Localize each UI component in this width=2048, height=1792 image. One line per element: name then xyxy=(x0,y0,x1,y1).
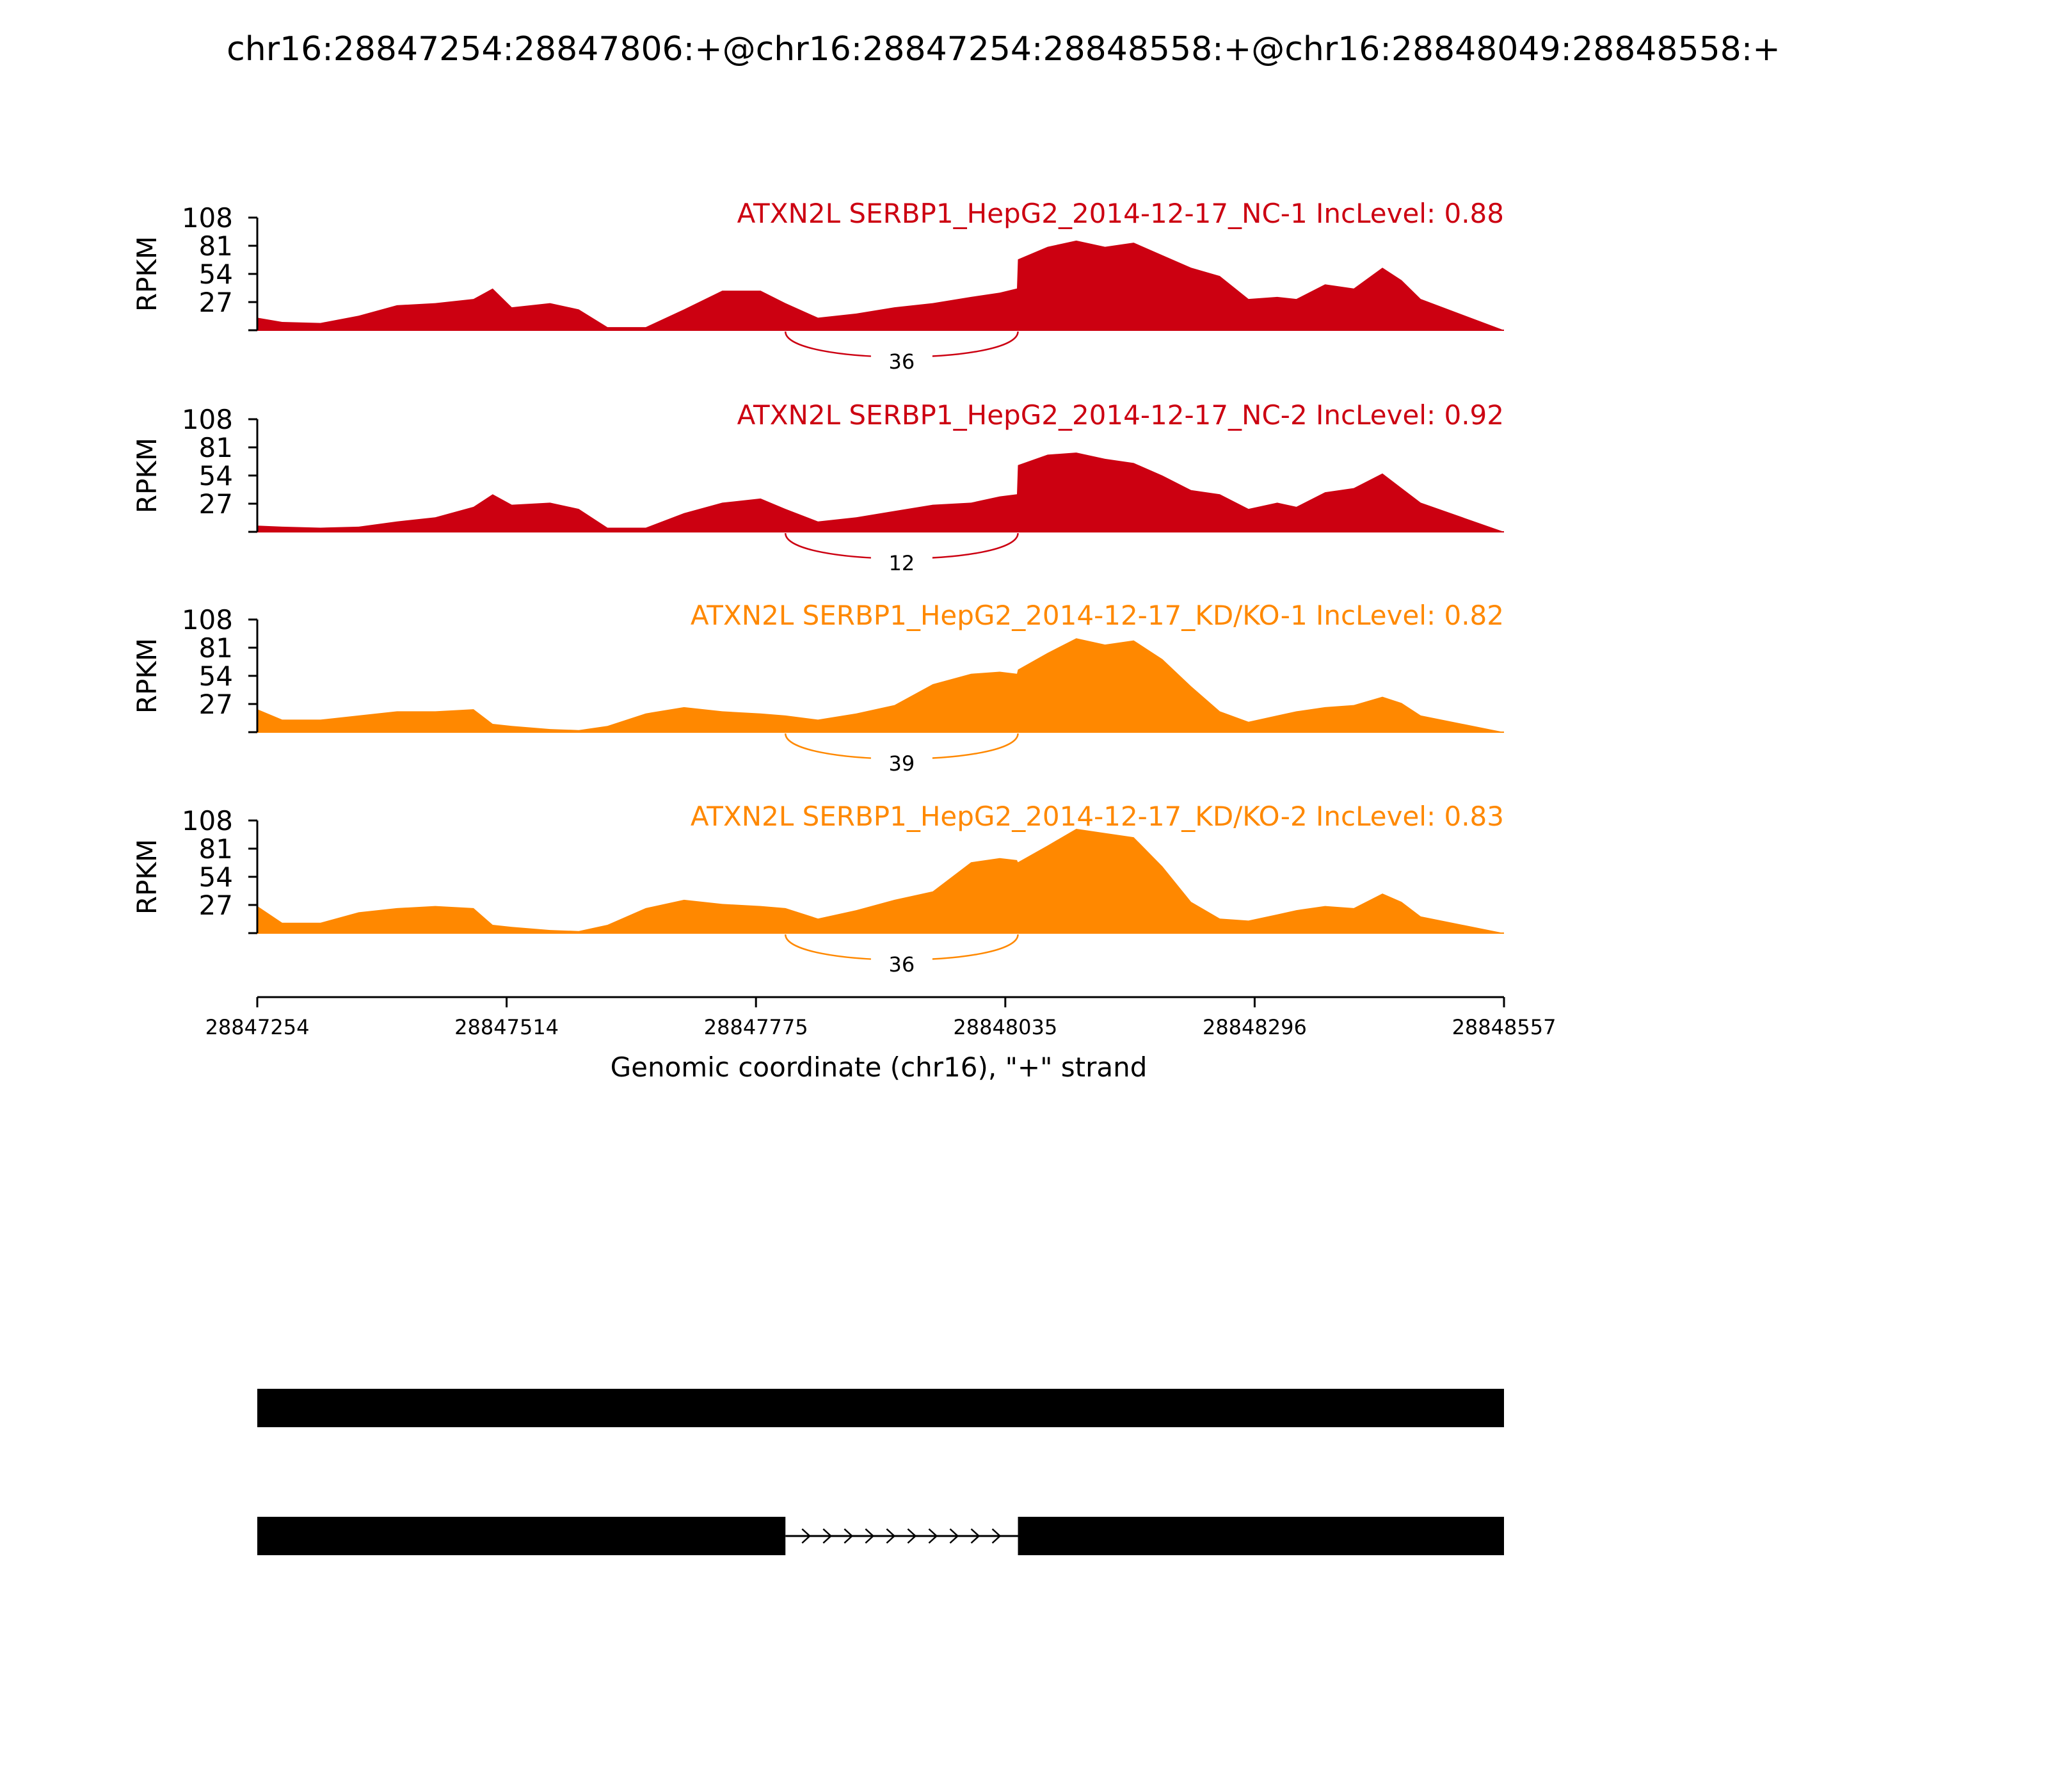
gene-model-2 xyxy=(257,1517,1504,1555)
strand-arrow xyxy=(822,1528,833,1544)
exon-block xyxy=(257,1389,1504,1427)
gene-models xyxy=(257,1389,1504,1555)
y-tick-label: 54 xyxy=(199,460,233,492)
strand-arrow xyxy=(949,1528,959,1544)
strand-arrow xyxy=(928,1528,938,1544)
exon-block xyxy=(257,1517,786,1555)
sample-label: ATXN2L SERBP1_HepG2_2014-12-17_KD/KO-1 I… xyxy=(691,600,1504,631)
junction-count: 36 xyxy=(889,349,915,374)
chart-title: chr16:28847254:28847806:+@chr16:28847254… xyxy=(227,30,1780,68)
sample-label: ATXN2L SERBP1_HepG2_2014-12-17_NC-1 IncL… xyxy=(737,198,1504,229)
coverage-area xyxy=(257,240,1504,330)
x-tick-label: 28847254 xyxy=(205,1015,310,1039)
strand-arrow xyxy=(886,1528,896,1544)
y-tick-label: 81 xyxy=(199,432,233,463)
x-tick-label: 28848296 xyxy=(1203,1015,1307,1039)
y-tick-label: 27 xyxy=(199,890,233,921)
junction-count-bg xyxy=(870,549,932,575)
x-tick-label: 28847775 xyxy=(704,1015,808,1039)
y-tick-label: 54 xyxy=(199,861,233,893)
y-tick-label: 27 xyxy=(199,488,233,520)
y-tick-label: 81 xyxy=(199,632,233,664)
y-axis-label: RPKM xyxy=(131,236,163,312)
junction-count-bg xyxy=(870,749,932,775)
coverage-area xyxy=(257,452,1504,532)
y-tick-label: 81 xyxy=(199,833,233,865)
sample-label: ATXN2L SERBP1_HepG2_2014-12-17_KD/KO-2 I… xyxy=(691,801,1504,832)
y-axis-label: RPKM xyxy=(131,638,163,714)
x-axis: 28847254 28847514 28847775 28848035 28848296… xyxy=(205,996,1556,1039)
strand-arrow xyxy=(844,1528,854,1544)
y-tick-label: 27 xyxy=(199,689,233,720)
strand-arrow xyxy=(970,1528,980,1544)
strand-arrow xyxy=(907,1528,917,1544)
x-tick-label: 28848557 xyxy=(1452,1015,1556,1039)
y-tick-label: 81 xyxy=(199,230,233,262)
y-tick-label: 108 xyxy=(182,604,233,636)
junction-count-bg xyxy=(870,348,932,373)
strand-arrow xyxy=(991,1528,1002,1544)
junction-count: 12 xyxy=(889,551,915,575)
x-tick-label: 28847514 xyxy=(454,1015,559,1039)
junction-count-bg xyxy=(870,950,932,976)
gene-model-1 xyxy=(257,1389,1504,1427)
junction-count: 39 xyxy=(889,751,915,776)
junction-count: 36 xyxy=(889,952,915,977)
y-tick-label: 108 xyxy=(182,202,233,234)
y-tick-label: 54 xyxy=(199,660,233,692)
exon-block xyxy=(1018,1517,1504,1555)
y-axis-label: RPKM xyxy=(131,438,163,513)
y-tick-label: 54 xyxy=(199,259,233,290)
y-axis-label: RPKM xyxy=(131,839,163,915)
y-tick-label: 108 xyxy=(182,404,233,435)
x-axis-label: Genomic coordinate (chr16), "+" strand xyxy=(611,1052,1148,1083)
y-tick-label: 108 xyxy=(182,805,233,836)
strand-arrow xyxy=(865,1528,875,1544)
x-tick-label: 28848035 xyxy=(953,1015,1057,1039)
y-tick-label: 27 xyxy=(199,287,233,318)
sample-label: ATXN2L SERBP1_HepG2_2014-12-17_NC-2 IncL… xyxy=(737,399,1504,431)
strand-arrow xyxy=(801,1528,812,1544)
coverage-area xyxy=(257,829,1504,933)
coverage-area xyxy=(257,638,1504,732)
